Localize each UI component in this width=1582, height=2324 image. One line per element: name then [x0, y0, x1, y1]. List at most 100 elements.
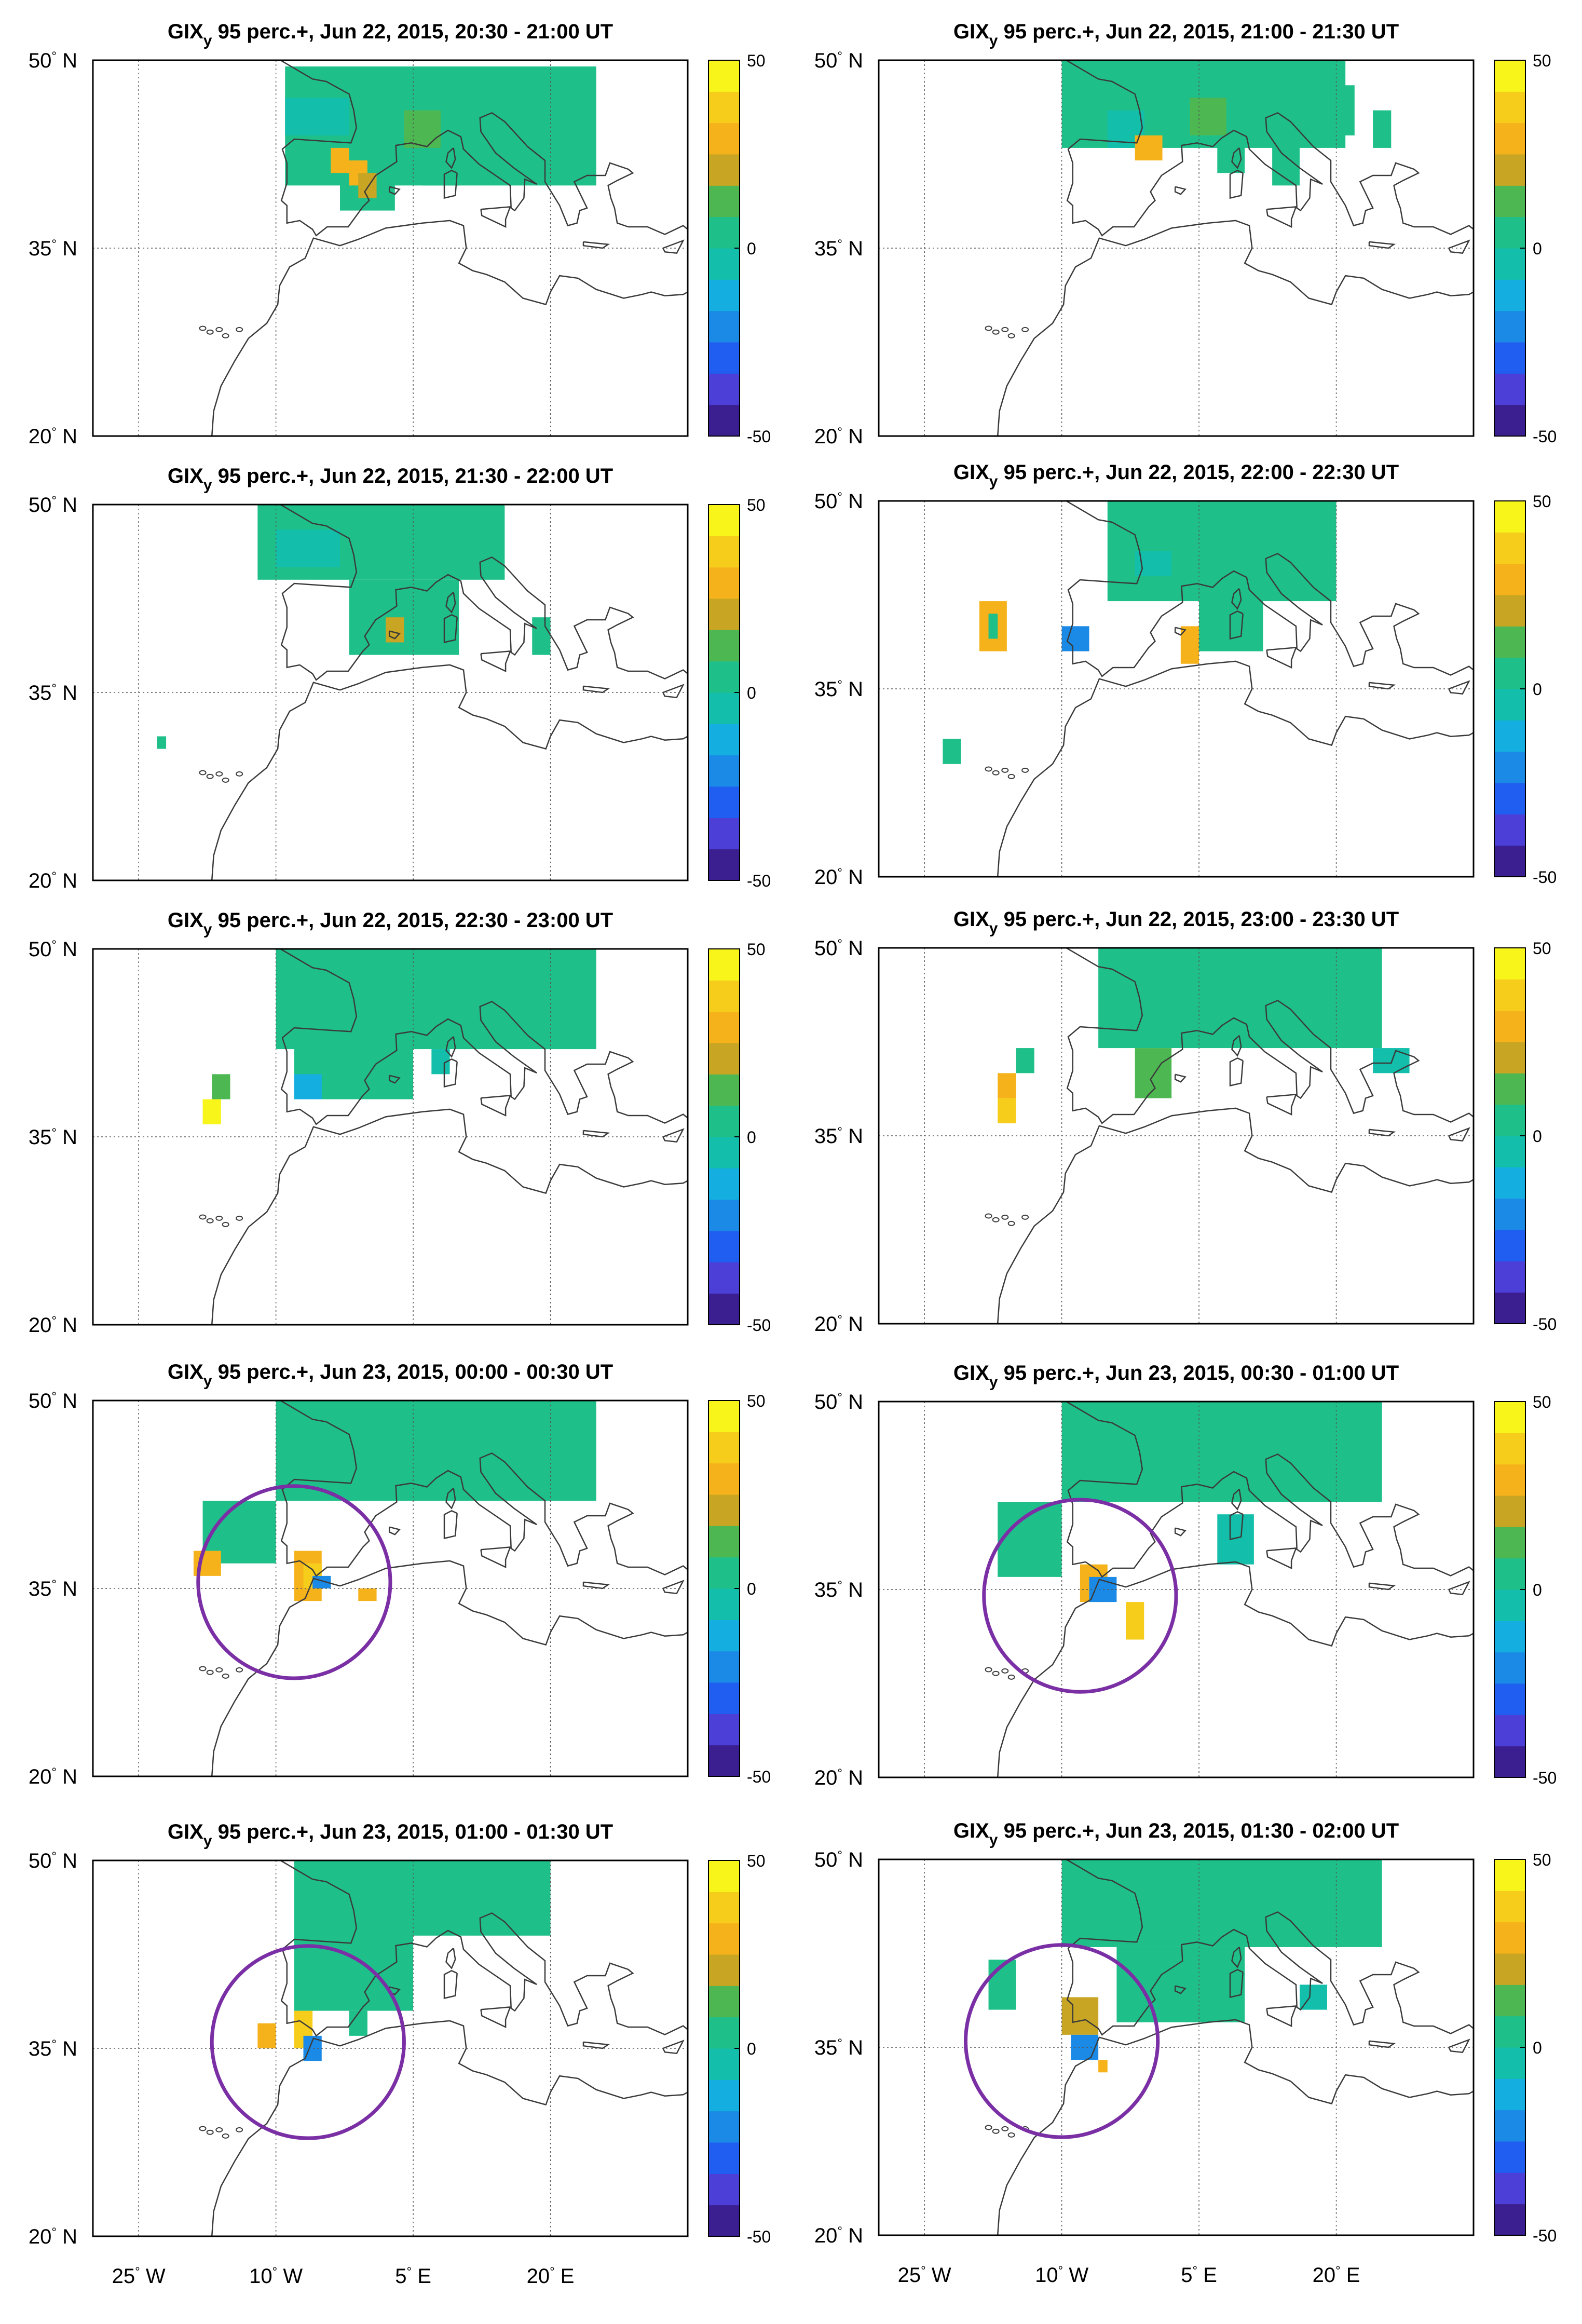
highlight-circle	[196, 1484, 392, 1680]
lat-tick-label: 20° N	[29, 869, 77, 892]
colorbar-segment	[708, 1074, 740, 1106]
colorbar-segment	[708, 2111, 740, 2143]
colorbar-segment	[1494, 404, 1525, 437]
island	[215, 771, 223, 777]
coastline	[1448, 1581, 1470, 1596]
island	[222, 1221, 229, 1227]
coastline	[211, 220, 688, 436]
data-cell	[1373, 1048, 1410, 1073]
data-cell	[285, 98, 349, 135]
data-cell	[294, 1074, 322, 1099]
lon-tick-label: 20° E	[527, 2265, 575, 2288]
coastline	[662, 2040, 685, 2055]
colorbar-segment	[1494, 342, 1525, 374]
coastline	[211, 664, 688, 880]
colorbar-tick-label: 0	[747, 239, 756, 258]
colorbar-tick-label: -50	[1533, 1769, 1557, 1787]
island	[215, 2127, 223, 2132]
colorbar-segment	[708, 91, 740, 124]
colorbar-tick-label: 0	[747, 2040, 756, 2058]
coastline	[388, 1075, 401, 1084]
coastline	[1229, 1511, 1244, 1541]
coastline	[1266, 1093, 1297, 1116]
lat-tick-label: 50° N	[814, 490, 863, 513]
island	[1001, 1214, 1009, 1220]
island	[222, 2133, 229, 2139]
coastline	[443, 1058, 458, 1088]
plot-frame	[92, 948, 689, 1326]
plot-frame	[878, 947, 1475, 1325]
colorbar-segment	[1494, 1652, 1525, 1684]
panel-title: GIXy 95 perc.+, Jun 23, 2015, 01:30 - 02…	[953, 1819, 1399, 1849]
coastline	[1448, 680, 1470, 695]
colorbar-tick-label: 50	[1533, 1393, 1551, 1411]
island	[199, 1214, 207, 1220]
island	[985, 1213, 992, 1219]
island	[236, 1215, 243, 1221]
island	[1007, 773, 1015, 779]
lat-tick-label: 20° N	[29, 1314, 77, 1337]
plot-frame	[92, 59, 689, 437]
colorbar-segment	[708, 342, 740, 374]
coastline	[280, 1860, 688, 2037]
colorbar-segment	[708, 1588, 740, 1620]
colorbar-segment	[1494, 783, 1525, 814]
coastline	[445, 591, 456, 614]
data-cell	[349, 2010, 367, 2036]
data-cell	[1126, 1602, 1144, 1640]
island	[206, 773, 214, 779]
colorbar-segment	[1494, 1621, 1525, 1653]
colorbar-segment	[1494, 979, 1525, 1011]
colorbar-segment	[1494, 814, 1525, 846]
map-panel-10: 20° N 35° N 50° N 25° W 10° W 5° E 20° E GIXy 9…	[814, 1819, 1557, 2287]
coastline	[1368, 682, 1396, 690]
island	[206, 1218, 214, 1224]
coastline	[388, 1526, 401, 1535]
lat-tick-label: 50° N	[29, 49, 77, 72]
colorbar-segment	[708, 2205, 740, 2237]
highlight-circle	[963, 1943, 1160, 2139]
colorbar-segment	[1494, 2110, 1525, 2142]
colorbar-segment	[1494, 2016, 1525, 2048]
colorbar-segment	[708, 567, 740, 599]
colorbar-segment	[708, 818, 740, 850]
colorbar-segment	[708, 373, 740, 405]
colorbar-tick-label: 50	[747, 496, 766, 514]
colorbar-segment	[708, 185, 740, 218]
island	[222, 333, 229, 338]
colorbar-segment	[1494, 248, 1525, 280]
colorbar-segment	[1494, 1230, 1525, 1261]
coastline	[582, 1130, 610, 1138]
lat-tick-label: 50° N	[29, 1390, 77, 1412]
colorbar-segment	[1494, 689, 1525, 721]
island	[199, 1666, 207, 1671]
island	[1007, 333, 1015, 338]
data-cell	[1336, 85, 1355, 135]
colorbar-segment	[1494, 373, 1525, 405]
colorbar-segment	[708, 599, 740, 630]
panel-title: GIXy 95 perc.+, Jun 22, 2015, 23:00 - 23…	[953, 908, 1399, 937]
colorbar-segment	[708, 505, 740, 536]
coastline	[445, 147, 456, 169]
colorbar-segment	[1494, 845, 1525, 877]
data-cell	[358, 173, 377, 198]
coastline	[1368, 241, 1396, 249]
colorbar-tick-label: -50	[1533, 1315, 1557, 1334]
panel-plot-area	[93, 1860, 688, 2236]
data-cell	[1071, 2034, 1099, 2060]
colorbar-segment	[708, 1262, 740, 1294]
colorbar: 50 0 -50	[708, 496, 771, 890]
colorbar-segment	[1494, 2204, 1525, 2236]
colorbar-segment	[708, 279, 740, 311]
lon-tick-label: 20° E	[1313, 2264, 1360, 2287]
colorbar-segment	[708, 123, 740, 155]
island	[985, 766, 992, 772]
island	[1007, 1674, 1015, 1680]
lat-tick-label: 20° N	[814, 2224, 863, 2247]
map-panel-8: 20° N 35° N 50° N GIXy 95 perc.+, Jun 23, 2…	[814, 1362, 1557, 1789]
colorbar-tick-label: -50	[747, 427, 771, 446]
colorbar-segment	[708, 1620, 740, 1652]
colorbar-segment	[1494, 2172, 1525, 2205]
lat-tick-label: 20° N	[29, 425, 77, 448]
